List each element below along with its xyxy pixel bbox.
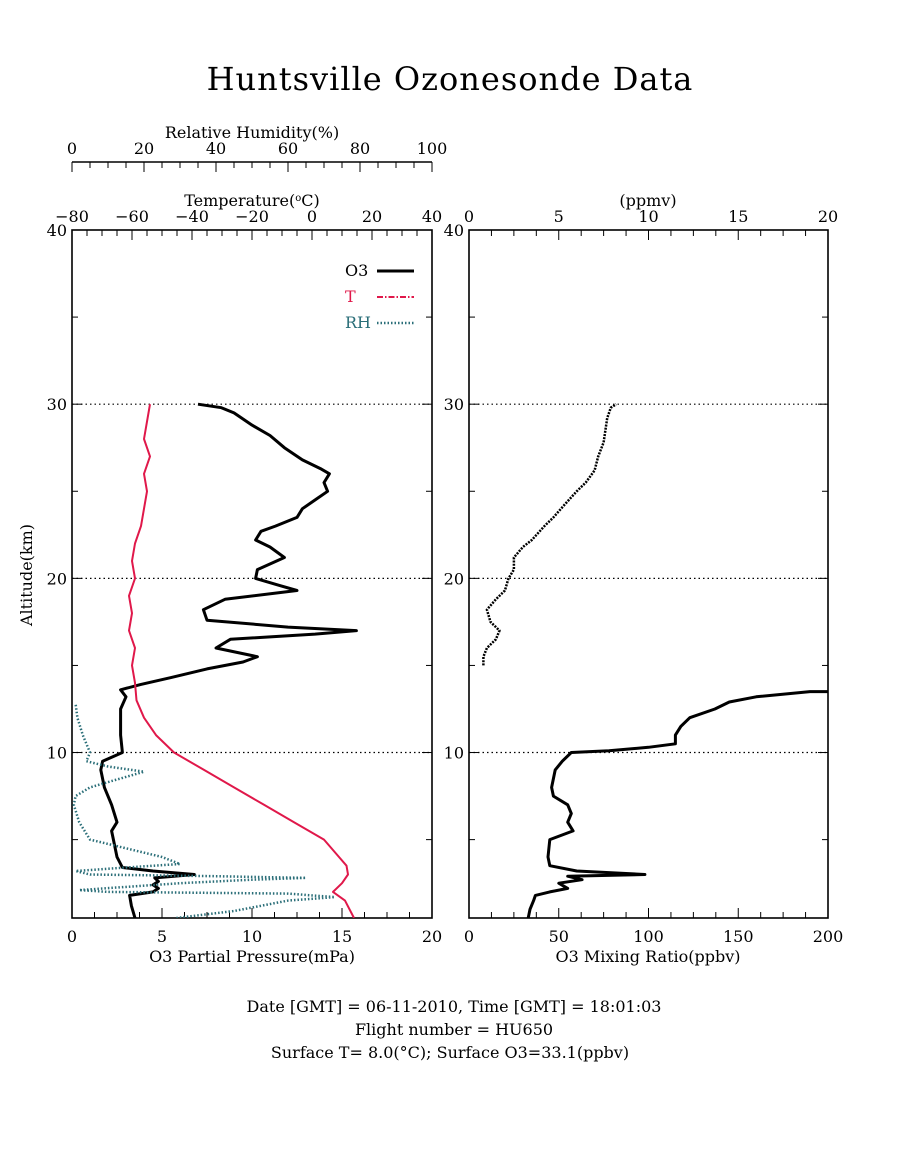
temperature-tick-label: 0 (307, 207, 317, 226)
o3_high-series-line (482, 403, 617, 666)
o3-tick-label: 5 (157, 927, 167, 946)
right-ytick-label: 20 (444, 569, 464, 588)
left-ytick-label: 40 (47, 221, 67, 240)
temperature-tick-label: 40 (422, 207, 442, 226)
footer-surface-values: Surface T= 8.0(°C); Surface O3=33.1(ppbv… (271, 1043, 629, 1062)
o3-tick-label: 10 (242, 927, 262, 946)
ppmv-tick-label: 15 (728, 207, 748, 226)
ppmv-tick-label: 0 (464, 207, 474, 226)
o3_low-series-line (526, 690, 828, 918)
o3-tick-label: 15 (332, 927, 352, 946)
rh-tick-label: 100 (417, 139, 448, 158)
left-ytick-label: 30 (47, 395, 67, 414)
o3-tick-label: 0 (67, 927, 77, 946)
ppbv-tick-label: 0 (464, 927, 474, 946)
left-panel: 10 20 30 40 Altitude(km) 0 5 10 15 20 O3 Partial P… (17, 123, 447, 966)
o3-axis-label: O3 Partial Pressure(mPa) (149, 947, 355, 966)
right-ytick-label: 30 (444, 395, 464, 414)
legend-label-t: T (345, 287, 356, 306)
chart-title: Huntsville Ozonesonde Data (207, 60, 694, 98)
right-ytick-label: 10 (444, 744, 464, 763)
temperature-tick-label: −60 (115, 207, 149, 226)
t-series-line (128, 404, 355, 918)
ppmv-tick-label: 10 (638, 207, 658, 226)
temperature-tick-label: −40 (175, 207, 209, 226)
footer-flight-number: Flight number = HU650 (355, 1020, 553, 1039)
rh-tick-label: 0 (67, 139, 77, 158)
legend-label-o3: O3 (345, 261, 368, 280)
o3-tick-label: 20 (422, 927, 442, 946)
ppmv-tick-label: 20 (818, 207, 838, 226)
temperature-tick-label: −20 (235, 207, 269, 226)
ppbv-tick-label: 100 (633, 927, 664, 946)
temperature-tick-label: −80 (55, 207, 89, 226)
rh-series-line (72, 703, 337, 918)
rh-tick-label: 20 (134, 139, 154, 158)
temperature-tick-label: 20 (362, 207, 382, 226)
left-ylabel: Altitude(km) (17, 524, 36, 627)
ppbv-tick-label: 150 (723, 927, 754, 946)
footer-date-time: Date [GMT] = 06-11-2010, Time [GMT] = 18… (247, 997, 662, 1016)
rh-axis-label: Relative Humidity(%) (165, 123, 339, 142)
left-ytick-label: 10 (47, 744, 67, 763)
temperature-axis-label: Temperature(oC) (184, 191, 320, 210)
left-ytick-label: 20 (47, 569, 67, 588)
ppmv-axis-label: (ppmv) (619, 191, 676, 210)
rh-tick-label: 80 (350, 139, 370, 158)
rh-tick-label: 60 (278, 139, 298, 158)
ppmv-tick-label: 5 (554, 207, 564, 226)
ppbv-tick-label: 50 (549, 927, 569, 946)
left-plot-frame (71, 229, 433, 919)
ppbv-tick-label: 200 (813, 927, 844, 946)
right-plot-frame (468, 229, 829, 919)
o3-series-line (99, 402, 358, 918)
ppbv-axis-label: O3 Mixing Ratio(ppbv) (555, 947, 740, 966)
rh-tick-label: 40 (206, 139, 226, 158)
right-ytick-label: 40 (444, 221, 464, 240)
legend-label-rh: RH (345, 313, 371, 332)
